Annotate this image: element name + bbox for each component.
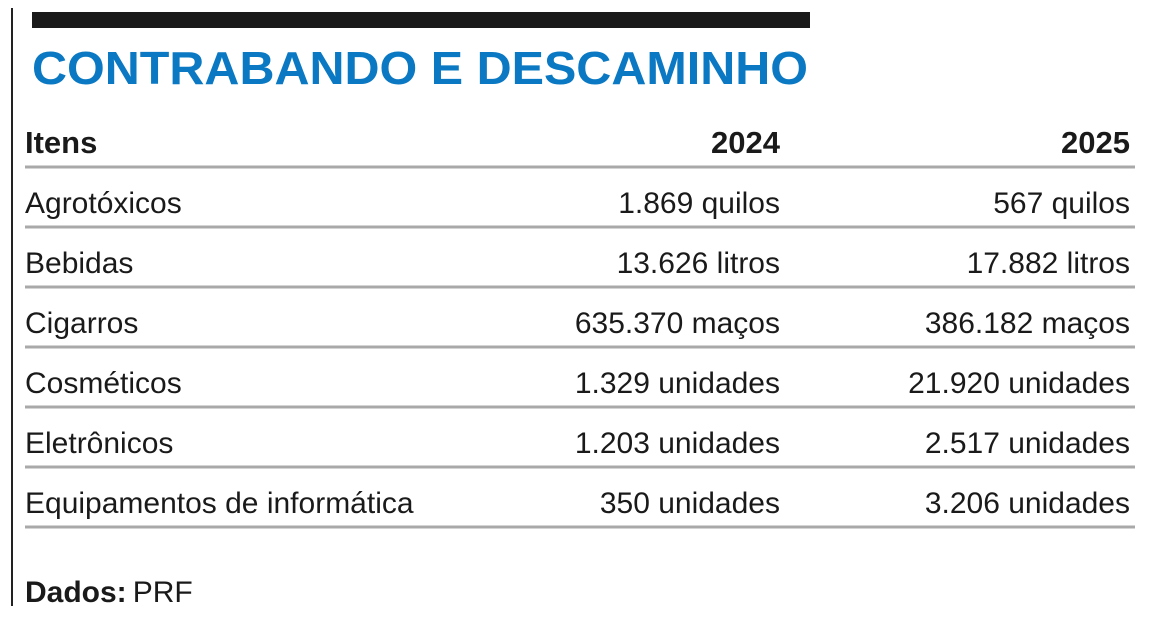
header-cell: Itens bbox=[25, 125, 97, 160]
table-cell: 2.517 unidades bbox=[925, 427, 1130, 460]
table-cell: 13.626 litros bbox=[617, 247, 780, 280]
table-cell: 567 quilos bbox=[993, 187, 1130, 220]
table-cell: Bebidas bbox=[25, 247, 133, 280]
table-cell: 1.203 unidades bbox=[575, 427, 780, 460]
source: Dados: PRF bbox=[25, 576, 193, 609]
table-cell: 635.370 maços bbox=[575, 307, 780, 340]
table-cell: Agrotóxicos bbox=[25, 187, 182, 220]
title: CONTRABANDO E DESCAMINHO bbox=[32, 42, 808, 94]
table-cell: Cigarros bbox=[25, 307, 138, 340]
source-label: Dados: bbox=[25, 576, 127, 609]
table-cell: Eletrônicos bbox=[25, 427, 173, 460]
table-cell: 350 unidades bbox=[600, 487, 780, 520]
table-cell: 1.869 quilos bbox=[618, 187, 780, 220]
table-cell: 21.920 unidades bbox=[908, 367, 1130, 400]
table-cell: 1.329 unidades bbox=[575, 367, 780, 400]
table-cell: Cosméticos bbox=[25, 367, 182, 400]
table-cell: 386.182 maços bbox=[925, 307, 1130, 340]
top-bar bbox=[32, 12, 810, 28]
table-cell: Equipamentos de informática bbox=[25, 487, 414, 520]
source-text: PRF bbox=[133, 576, 193, 609]
header-cell: 2024 bbox=[711, 125, 781, 160]
table-body: Agrotóxicos 1.869 quilos 567 quilos Bebidas… bbox=[25, 187, 1135, 529]
table-cell: 17.882 litros bbox=[967, 247, 1130, 280]
table-cell: 3.206 unidades bbox=[925, 487, 1130, 520]
header-cell: 2025 bbox=[1061, 125, 1130, 160]
